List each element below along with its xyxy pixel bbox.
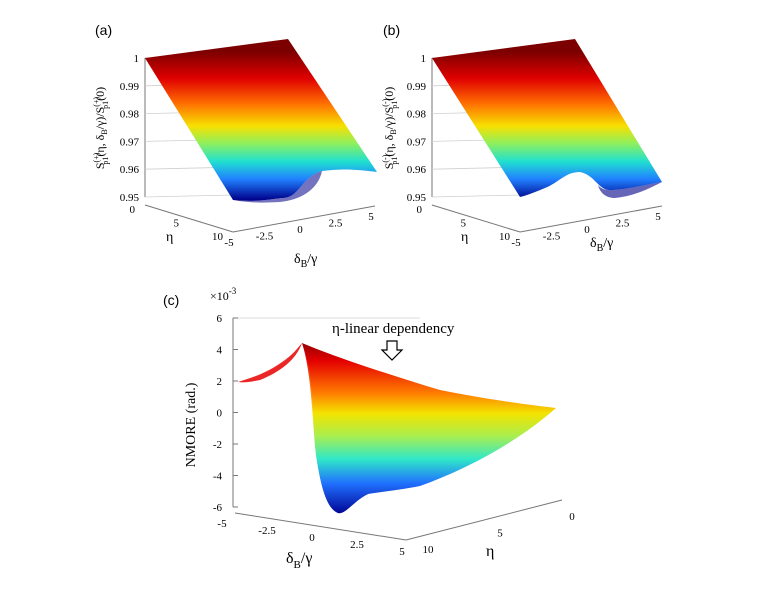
z-tick-a: 0.99 [120, 81, 140, 93]
floor-axes-a [144, 204, 376, 233]
panel-label-b: (b) [383, 22, 400, 38]
y-ticks-c: 10 5 0 [423, 511, 576, 556]
z-axis-label-b: S(-)p1(η, δB/γ)/S(-)p1(0) [381, 87, 399, 170]
panel-b: (b) 0.95 0.96 0.97 0.98 0.99 1 S(-)p1(η, δB/γ… [381, 22, 663, 254]
z-tick-b: 0.95 [407, 192, 427, 204]
down-arrow-icon [380, 340, 404, 361]
x-tick-c: 0 [309, 532, 315, 544]
z-tick-c: 0 [217, 408, 223, 420]
x-ticks-a: -5 -2.5 0 2.5 5 [224, 211, 374, 249]
x-tick-b: 2.5 [616, 218, 630, 230]
x-tick-c: 2.5 [350, 539, 364, 551]
panel-label-a: (a) [95, 22, 112, 38]
y-axis-label-a: η [166, 230, 173, 245]
y-tick-a: 5 [174, 218, 180, 230]
surface-a-dip-shade [233, 171, 322, 203]
z-ticks-c: -6 -4 -2 0 2 4 6 [213, 313, 238, 514]
x-ticks-b: -5 -2.5 0 2.5 5 [511, 211, 661, 249]
z-tick-b: 0.99 [407, 81, 427, 93]
surface-c [238, 343, 556, 514]
z-tick-line-a [144, 194, 234, 198]
surface-b [432, 39, 662, 197]
surface-c-left-ridge [238, 343, 302, 383]
y-ticks-b: 0 5 10 [417, 204, 511, 243]
y-axis-label-b: η [461, 230, 468, 245]
y-tick-b: 5 [461, 218, 467, 230]
z-tick-a: 0.96 [120, 164, 140, 176]
z-tick-b: 0.96 [407, 164, 427, 176]
z-tick-c: -4 [213, 471, 223, 483]
z-tick-c: 4 [217, 345, 223, 357]
x-tick-a: -5 [224, 237, 234, 249]
surface-a [145, 39, 377, 201]
z-tick-c: 2 [217, 376, 223, 388]
x-tick-b: 0 [584, 224, 590, 236]
y-tick-a: 10 [212, 231, 224, 243]
x-tick-c: -5 [217, 518, 227, 530]
floor-axes-b [431, 204, 663, 233]
z-tick-c: 6 [217, 313, 223, 325]
surface-c-front-fold [302, 343, 368, 514]
z-axis-label-c: NMORE (rad.) [184, 382, 199, 467]
x-tick-c: 5 [399, 546, 405, 558]
z-tick-a: 0.95 [120, 192, 140, 204]
x-tick-a: 5 [368, 211, 374, 223]
x-tick-a: 0 [297, 224, 303, 236]
x-tick-b: -2.5 [543, 231, 561, 243]
y-tick-c: 0 [569, 511, 575, 523]
x-tick-b: 5 [655, 211, 661, 223]
surface-b-dip-shade [598, 182, 662, 198]
z-axis-label-a: S(+)p1(η, δB/γ)/S(+)p1(0) [92, 87, 110, 169]
y-tick-b: 0 [417, 204, 423, 216]
z-tick-b: 0.98 [407, 109, 427, 121]
y-tick-c: 10 [423, 544, 435, 556]
panel-a: (a) 0.95 0.96 0.97 0.98 0.99 1 S(+)p1(η, δB/γ… [92, 22, 377, 270]
z-tick-a: 0.97 [120, 136, 140, 148]
z-tick-line-b [431, 194, 521, 198]
z-tick-a: 0.98 [120, 109, 140, 121]
y-tick-b: 10 [499, 231, 511, 243]
panel-c: (c) ×10-3 -6 -4 -2 0 2 4 6 NMORE (rad.) -5 -2.5… [163, 286, 575, 571]
x-axis-label-b: δB/γ [590, 236, 613, 254]
y-tick-a: 0 [130, 204, 136, 216]
x-axis-label-a: δB/γ [294, 252, 317, 270]
x-axis-label-c: δB/γ [286, 550, 312, 571]
z-tick-c: -6 [213, 502, 223, 514]
z-tick-b: 0.97 [407, 136, 427, 148]
y-tick-c: 5 [497, 528, 503, 540]
z-multiplier-c: ×10-3 [210, 286, 237, 303]
z-tick-b: 1 [421, 53, 427, 65]
x-ticks-c: -5 -2.5 0 2.5 5 [217, 518, 405, 558]
panel-label-c: (c) [163, 292, 179, 308]
z-tick-a: 1 [134, 53, 140, 65]
annotation-c: η-linear dependency [332, 321, 455, 337]
y-axis-label-c: η [486, 543, 494, 560]
x-tick-c: -2.5 [258, 525, 276, 537]
y-ticks-a: 0 5 10 [130, 204, 224, 243]
x-tick-a: 2.5 [329, 218, 343, 230]
x-tick-a: -2.5 [256, 231, 274, 243]
z-tick-c: -2 [213, 439, 222, 451]
floor-axes-c [234, 499, 563, 541]
x-tick-b: -5 [511, 237, 521, 249]
